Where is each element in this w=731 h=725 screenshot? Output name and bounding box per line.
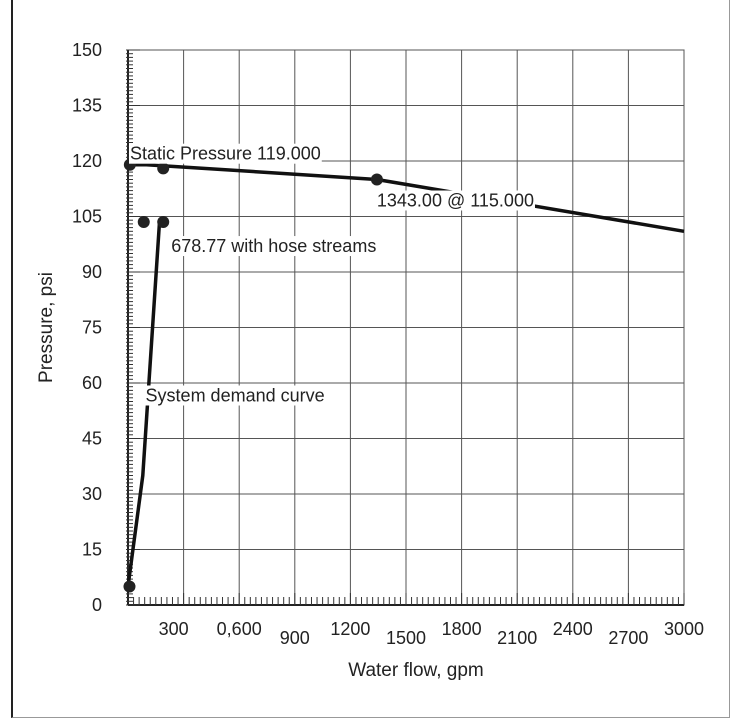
x-tick-label: 300 (159, 619, 189, 639)
annotation-label: System demand curve (146, 386, 325, 406)
x-tick-label: 3000 (664, 619, 704, 639)
tick-labels: 0 15 30 45 60 75 90 105 120 135 150 300 0,600 900 1200… (72, 40, 704, 648)
y-tick-label: 150 (72, 40, 102, 60)
y-tick-label: 135 (72, 96, 102, 116)
x-tick-label: 0,600 (217, 619, 262, 639)
data-point (157, 162, 170, 175)
annotation-label: 1343.00 @ 115.000 (377, 191, 534, 211)
x-tick-label: 1500 (386, 628, 426, 648)
x-tick-label: 2100 (497, 628, 537, 648)
data-point (123, 580, 136, 593)
x-tick-label: 1200 (330, 619, 370, 639)
annotation-background (129, 143, 322, 164)
x-tick-label: 2400 (553, 619, 593, 639)
grid (127, 49, 685, 606)
annotation-label: 678.77 with hose streams (171, 236, 376, 256)
y-tick-label: 120 (72, 151, 102, 171)
y-tick-label: 105 (72, 207, 102, 227)
annotation-background (144, 385, 326, 406)
minor-ticks (126, 49, 685, 606)
chart-frame (11, 0, 730, 718)
demand-curve (126, 221, 162, 587)
x-tick-label: 900 (280, 628, 310, 648)
y-tick-label: 0 (92, 595, 102, 615)
y-tick-label: 15 (82, 540, 102, 560)
marker-layer (123, 158, 383, 593)
annotation-layer: Static Pressure 119.000 1343.00 @ 115.000… (129, 143, 535, 406)
annotation-background (170, 236, 378, 257)
data-point (157, 216, 170, 229)
y-axis-title: Pressure, psi (36, 272, 57, 383)
data-point (370, 173, 383, 186)
y-tick-label: 45 (82, 429, 102, 449)
x-tick-label: 2700 (608, 628, 648, 648)
data-point (137, 216, 150, 229)
y-tick-label: 30 (82, 484, 102, 504)
y-tick-label: 90 (82, 262, 102, 282)
annotation-label: Static Pressure 119.000 (130, 144, 321, 164)
x-axis-title: Water flow, gpm (348, 660, 484, 681)
y-tick-label: 75 (82, 318, 102, 338)
y-tick-label: 60 (82, 373, 102, 393)
x-tick-label: 1800 (442, 619, 482, 639)
annotation-background (375, 190, 535, 211)
